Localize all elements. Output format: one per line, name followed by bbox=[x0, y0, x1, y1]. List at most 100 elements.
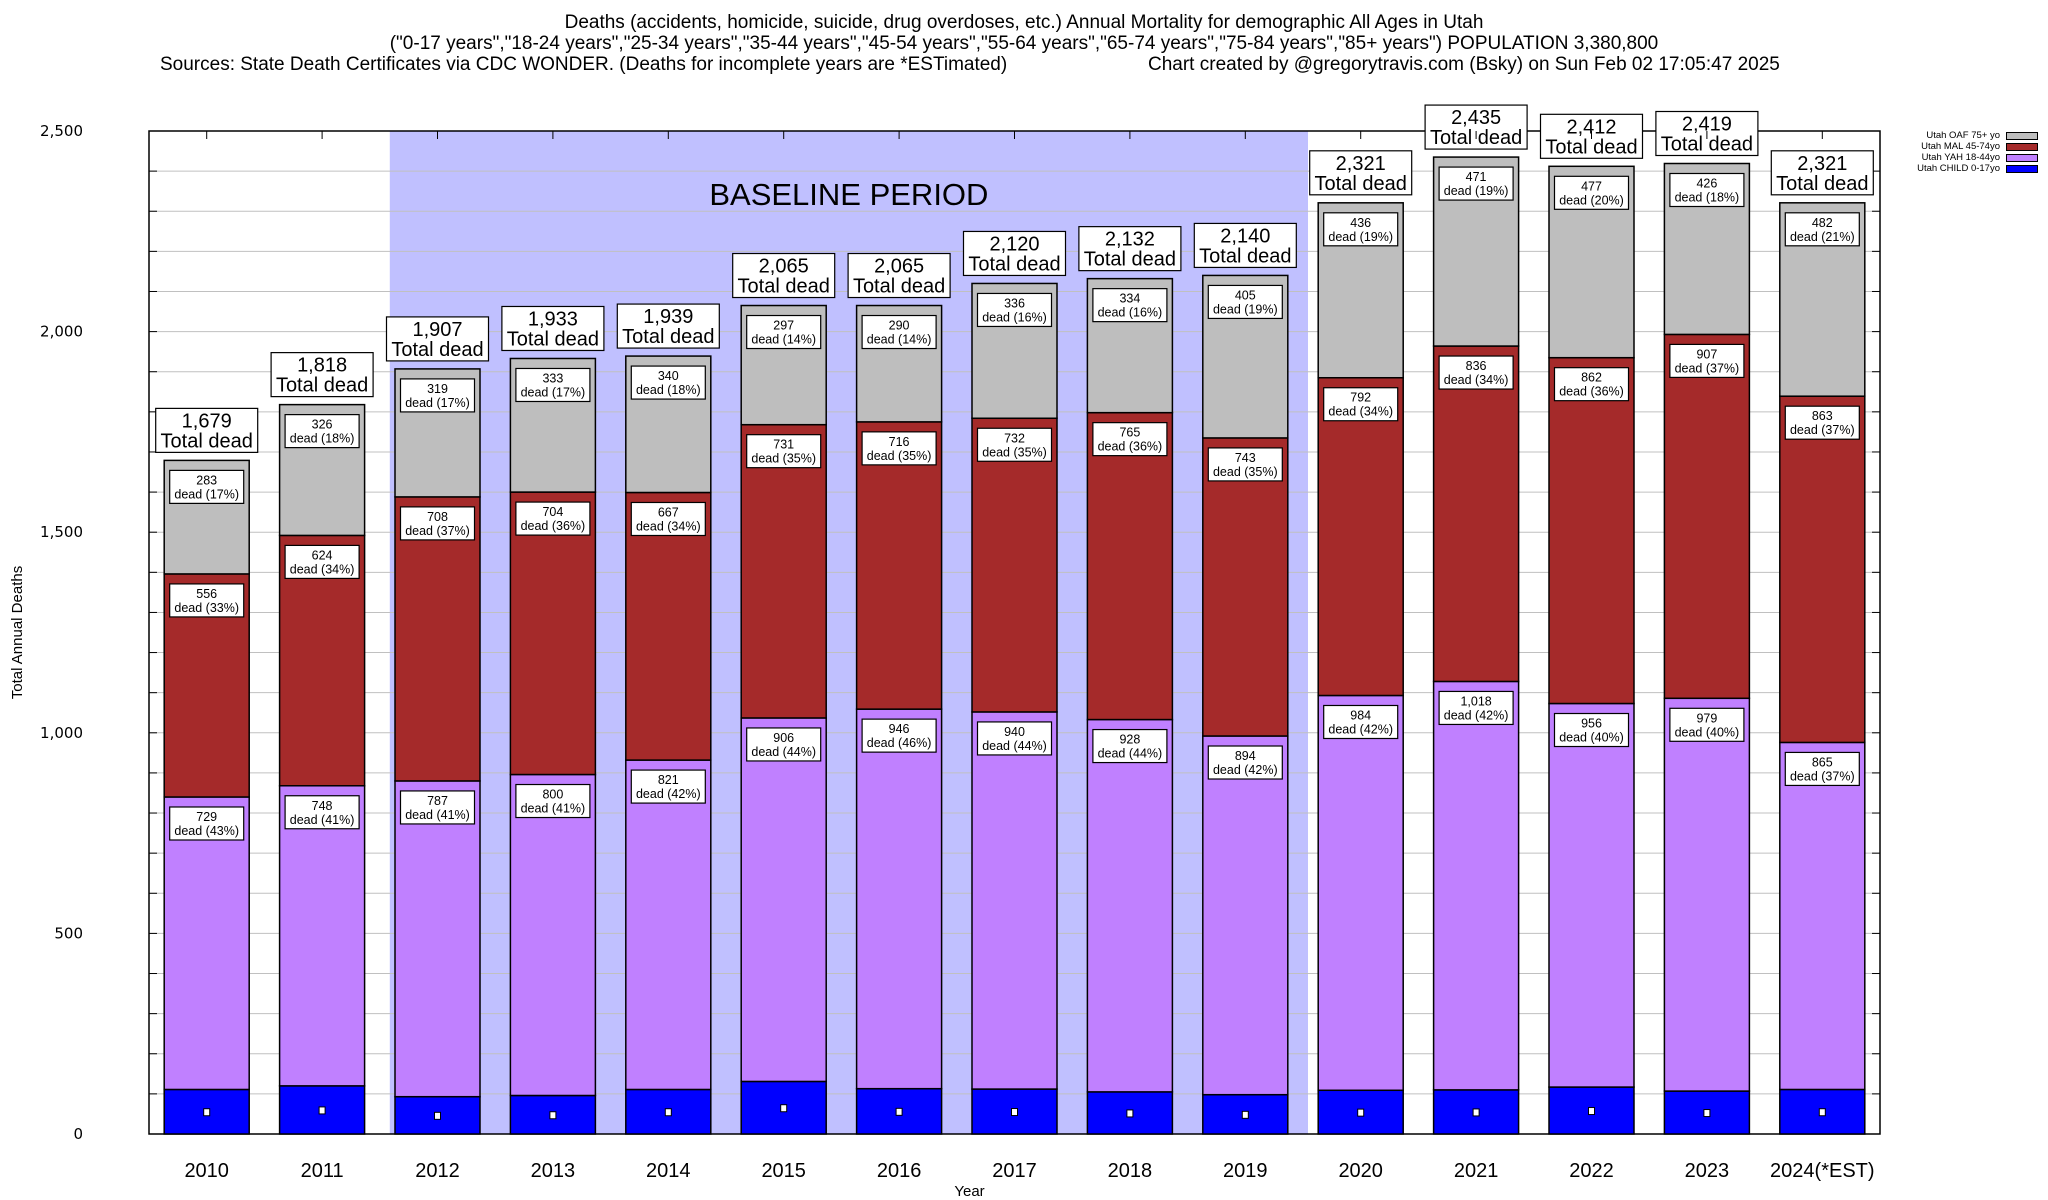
segment-label-box bbox=[1553, 712, 1630, 748]
total-value-label: 2,065 bbox=[874, 256, 924, 278]
bar-segment-utah-mal-45-74yo bbox=[1663, 333, 1751, 700]
chart-credit: Chart created by @gregorytravis.com (Bsk… bbox=[1148, 54, 1780, 75]
segment-pct-label: dead (34%) bbox=[636, 519, 701, 533]
y-tick-label: 1,000 bbox=[40, 724, 83, 742]
segment-label-box bbox=[976, 292, 1053, 328]
total-label-box bbox=[616, 303, 720, 349]
segment-label-box bbox=[861, 431, 937, 466]
bar-segment-utah-yah-18-44yo bbox=[971, 711, 1058, 1090]
segment-label-box bbox=[630, 769, 706, 804]
segment-value-label: 319 bbox=[427, 382, 448, 396]
x-tick-label: 2022 bbox=[1569, 1160, 1614, 1182]
total-value-label: 2,065 bbox=[759, 256, 809, 278]
segment-value-label: 765 bbox=[1119, 426, 1140, 440]
y-tick-label: 0 bbox=[73, 1125, 83, 1143]
segment-value-label: 426 bbox=[1696, 176, 1717, 190]
bar-segment-utah-mal-45-74yo bbox=[1317, 376, 1404, 697]
segment-pct-label: dead (35%) bbox=[751, 452, 816, 466]
bar-segment-utah-yah-18-44yo bbox=[1779, 741, 1866, 1091]
segment-label-box bbox=[1784, 212, 1860, 247]
total-value-label: 2,120 bbox=[989, 233, 1039, 255]
segment-label-box bbox=[1207, 284, 1283, 320]
total-suffix-label: Total dead bbox=[507, 328, 599, 350]
total-suffix-label: Total dead bbox=[1199, 245, 1291, 267]
segment-label-box bbox=[399, 506, 476, 541]
legend-item-oaf: Utah OAF 75+ yo bbox=[1917, 130, 2038, 141]
segment-pct-label: dead (44%) bbox=[982, 739, 1047, 753]
bar-segment-utah-mal-45-74yo bbox=[855, 421, 943, 710]
segment-pct-label: dead (34%) bbox=[1328, 405, 1393, 419]
bar-segment-utah-mal-45-74yo bbox=[509, 491, 597, 776]
segment-value-label: 667 bbox=[658, 505, 679, 519]
segment-label-box bbox=[1323, 387, 1399, 422]
total-suffix-label: Total dead bbox=[1776, 173, 1868, 195]
bar-segment-utah-yah-18-44yo bbox=[509, 773, 597, 1097]
segment-label-box bbox=[746, 727, 822, 762]
segment-value-label: 297 bbox=[773, 319, 794, 333]
segment-label-box bbox=[1553, 367, 1630, 402]
total-suffix-label: Total dead bbox=[276, 375, 368, 397]
legend-label: Utah MAL 45-74yo bbox=[1921, 141, 2000, 152]
segment-value-label: 405 bbox=[1235, 288, 1256, 302]
x-tick-label: 2014 bbox=[646, 1160, 691, 1182]
total-suffix-label: Total dead bbox=[853, 276, 945, 298]
child-marker bbox=[318, 1106, 326, 1115]
segment-label-box bbox=[976, 427, 1053, 462]
segment-pct-label: dead (18%) bbox=[636, 383, 701, 397]
y-tick-label: 2,000 bbox=[40, 323, 83, 341]
total-value-label: 1,818 bbox=[297, 355, 347, 377]
x-tick-label: 2012 bbox=[415, 1160, 460, 1182]
segment-value-label: 984 bbox=[1350, 708, 1371, 722]
legend-item-mal: Utah MAL 45-74yo bbox=[1917, 141, 2038, 152]
bar-segment-utah-yah-18-44yo bbox=[1202, 735, 1289, 1096]
segment-label-box bbox=[746, 314, 822, 350]
bar-segment-utah-yah-18-44yo bbox=[1548, 702, 1635, 1088]
bar-segment-utah-mal-45-74yo bbox=[625, 491, 712, 761]
bar-segment-utah-yah-18-44yo bbox=[278, 785, 366, 1087]
segment-label-box bbox=[399, 378, 476, 413]
segment-value-label: 729 bbox=[196, 810, 217, 824]
segment-value-label: 336 bbox=[1004, 296, 1025, 310]
segment-pct-label: dead (40%) bbox=[1559, 731, 1624, 745]
total-label-box bbox=[1309, 150, 1413, 196]
segment-pct-label: dead (42%) bbox=[1444, 708, 1509, 722]
bar-segment-utah-mal-45-74yo bbox=[971, 417, 1058, 713]
segment-label-box bbox=[1669, 172, 1745, 208]
total-value-label: 2,132 bbox=[1105, 229, 1155, 251]
y-tick-label: 500 bbox=[54, 924, 83, 942]
segment-label-box bbox=[630, 501, 706, 537]
x-tick-label: 2024(*EST) bbox=[1770, 1160, 1875, 1182]
bar-segment-utah-yah-18-44yo bbox=[855, 708, 943, 1090]
segment-label-box bbox=[1207, 745, 1283, 780]
legend: Utah OAF 75+ yo Utah MAL 45-74yo Utah YA… bbox=[1917, 130, 2038, 174]
y-tick-label: 2,500 bbox=[40, 122, 83, 140]
segment-label-box bbox=[976, 721, 1053, 756]
total-suffix-label: Total dead bbox=[161, 430, 253, 452]
total-label-box bbox=[501, 305, 605, 352]
child-marker bbox=[664, 1108, 672, 1117]
segment-value-label: 862 bbox=[1581, 371, 1602, 385]
x-tick-label: 2013 bbox=[531, 1160, 576, 1182]
segment-label-box bbox=[630, 365, 706, 400]
segment-label-box bbox=[861, 718, 937, 753]
segment-pct-label: dead (16%) bbox=[982, 310, 1047, 324]
total-value-label: 1,907 bbox=[412, 319, 462, 341]
segment-label-box bbox=[515, 783, 591, 819]
total-value-label: 2,412 bbox=[1566, 116, 1616, 138]
segment-label-box bbox=[1092, 288, 1168, 323]
child-marker bbox=[203, 1108, 211, 1117]
legend-label: Utah CHILD 0-17yo bbox=[1917, 163, 2000, 174]
segment-pct-label: dead (35%) bbox=[1213, 465, 1278, 479]
segment-value-label: 436 bbox=[1350, 216, 1371, 230]
segment-value-label: 732 bbox=[1004, 431, 1025, 445]
bar-segment-utah-yah-18-44yo bbox=[625, 759, 712, 1091]
segment-value-label: 334 bbox=[1119, 292, 1140, 306]
segment-value-label: 326 bbox=[312, 418, 333, 432]
segment-label-box bbox=[284, 414, 360, 449]
total-value-label: 2,321 bbox=[1336, 153, 1386, 175]
total-suffix-label: Total dead bbox=[622, 326, 714, 348]
segment-pct-label: dead (42%) bbox=[1213, 763, 1278, 777]
legend-swatch bbox=[2006, 164, 2038, 173]
segment-label-box bbox=[1669, 343, 1745, 379]
